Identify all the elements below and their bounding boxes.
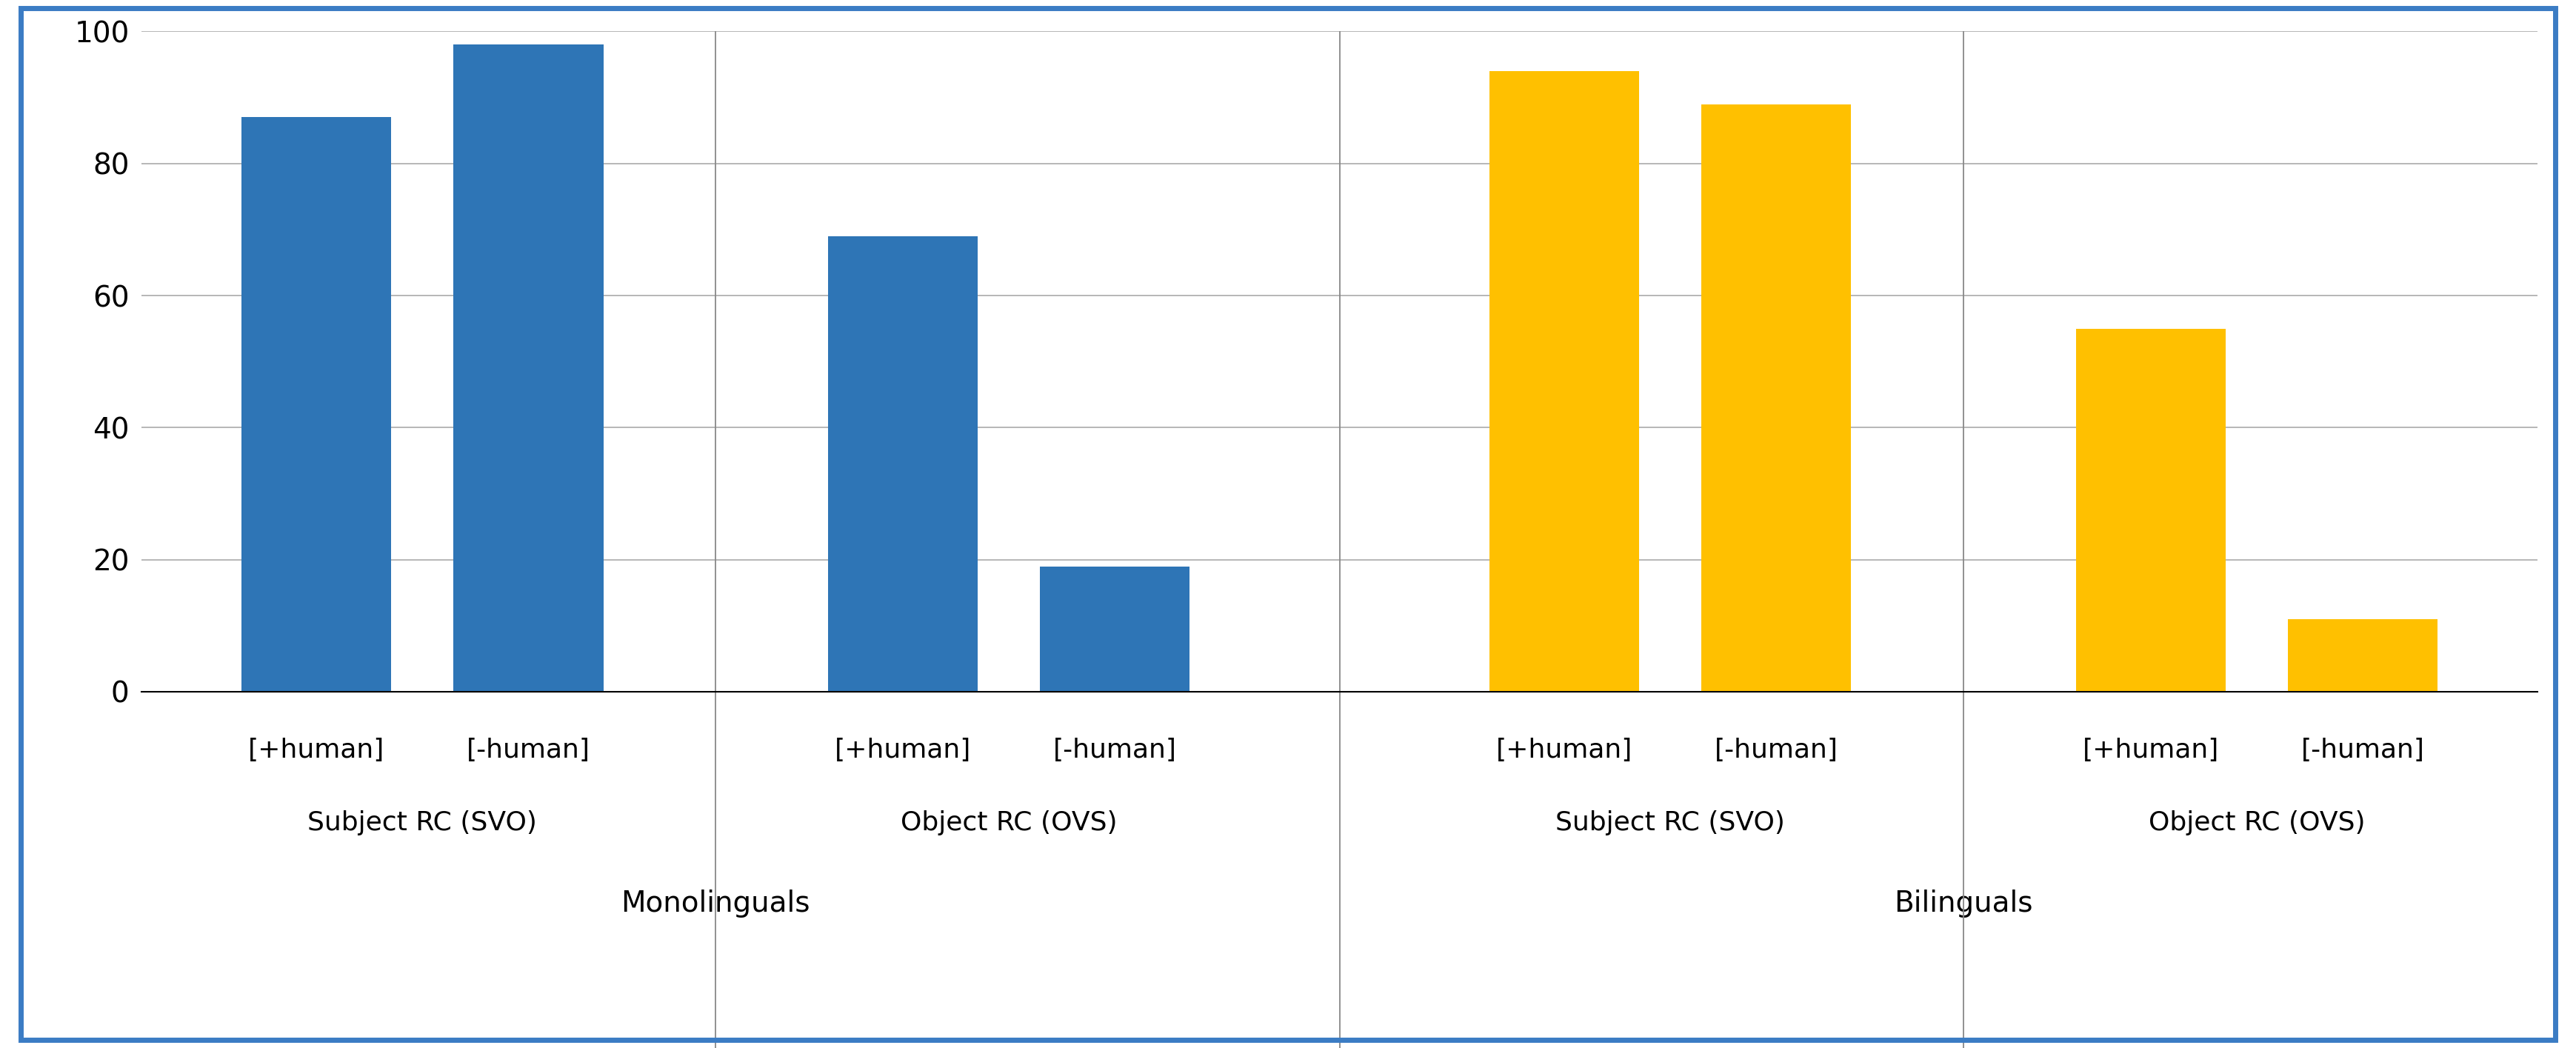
Bar [453, 45, 603, 692]
Text: Bilinguals: Bilinguals [1893, 890, 2032, 918]
Text: Object RC (OVS): Object RC (OVS) [2148, 810, 2365, 835]
Text: Object RC (OVS): Object RC (OVS) [902, 810, 1118, 835]
Text: Subject RC (SVO): Subject RC (SVO) [307, 810, 538, 835]
Bar [1489, 71, 1638, 692]
Text: Monolinguals: Monolinguals [621, 890, 811, 918]
Bar [1041, 566, 1190, 692]
Bar [2287, 619, 2437, 692]
Text: [+human]: [+human] [247, 738, 384, 763]
Bar [827, 236, 979, 692]
Text: [-human]: [-human] [1716, 738, 1839, 763]
Bar [242, 117, 392, 692]
Text: [-human]: [-human] [466, 738, 590, 763]
Text: [-human]: [-human] [1054, 738, 1177, 763]
Bar [1700, 104, 1852, 692]
Text: [+human]: [+human] [2081, 738, 2218, 763]
Text: [+human]: [+human] [835, 738, 971, 763]
Text: [-human]: [-human] [2300, 738, 2424, 763]
Bar [2076, 329, 2226, 692]
Text: [+human]: [+human] [1497, 738, 1633, 763]
Text: Subject RC (SVO): Subject RC (SVO) [1556, 810, 1785, 835]
